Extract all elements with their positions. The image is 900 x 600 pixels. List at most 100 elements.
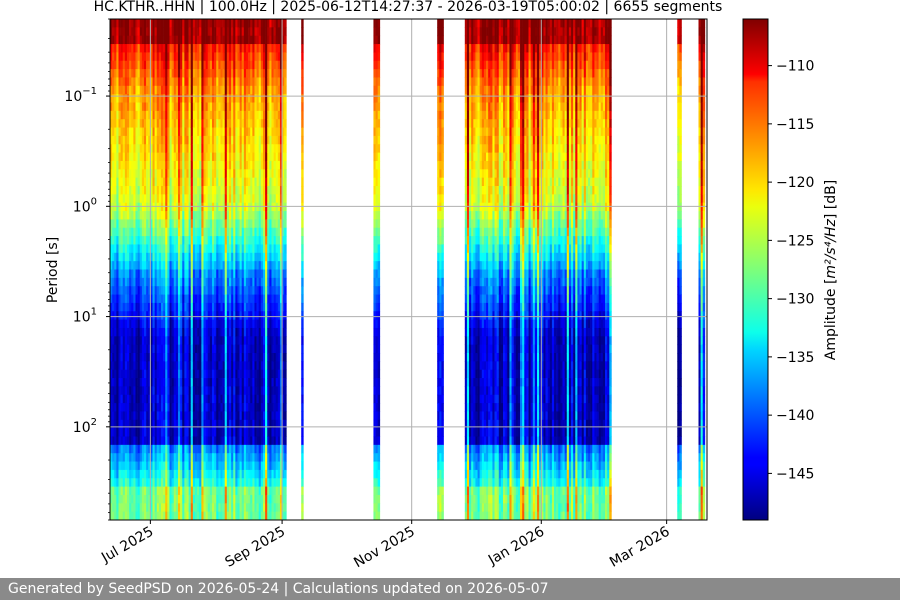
heatmap-cell [174, 161, 176, 170]
heatmap-cell [276, 194, 278, 203]
heatmap-cell [161, 119, 163, 128]
heatmap-cell [229, 228, 231, 237]
heatmap-cell [119, 86, 121, 95]
heatmap-cell [121, 111, 123, 120]
heatmap-cell [165, 470, 167, 479]
heatmap-cell [112, 462, 114, 471]
heatmap-cell [184, 119, 186, 128]
heatmap-cell [163, 386, 165, 395]
heatmap-cell [240, 378, 242, 387]
heatmap-cell [237, 136, 239, 145]
heatmap-cell [172, 211, 174, 220]
heatmap-cell [172, 361, 174, 370]
heatmap-cell [301, 128, 303, 137]
heatmap-cell [191, 136, 193, 145]
heatmap-cell [225, 203, 227, 212]
heatmap-cell [203, 462, 205, 471]
heatmap-cell [254, 278, 256, 287]
heatmap-cell [220, 178, 222, 187]
heatmap-cell [189, 361, 191, 370]
heatmap-cell [244, 495, 246, 504]
heatmap-cell [135, 219, 137, 228]
heatmap-cell [146, 244, 148, 253]
heatmap-cell [135, 253, 137, 262]
heatmap-cell [142, 219, 144, 228]
heatmap-cell [244, 244, 246, 253]
heatmap-cell [269, 303, 271, 312]
heatmap-cell [203, 270, 205, 279]
heatmap-cell [119, 228, 121, 237]
heatmap-cell [257, 503, 259, 512]
heatmap-cell [199, 186, 201, 195]
heatmap-cell [140, 52, 142, 61]
heatmap-cell [138, 119, 140, 128]
heatmap-cell [216, 437, 218, 446]
heatmap-cell [127, 219, 129, 228]
heatmap-cell [165, 386, 167, 395]
heatmap-cell [227, 378, 229, 387]
heatmap-cell [155, 495, 157, 504]
heatmap-cell [248, 478, 250, 487]
heatmap-cell [163, 411, 165, 420]
heatmap-cell [116, 94, 118, 103]
heatmap-cell [244, 119, 246, 128]
heatmap-cell [174, 261, 176, 270]
heatmap-cell [146, 403, 148, 412]
heatmap-cell [240, 370, 242, 379]
heatmap-cell [246, 119, 248, 128]
heatmap-cell [233, 77, 235, 86]
heatmap-cell [254, 428, 256, 437]
heatmap-cell [119, 44, 121, 53]
heatmap-cell [195, 236, 197, 245]
heatmap-cell [123, 437, 125, 446]
heatmap-cell [197, 136, 199, 145]
heatmap-cell [265, 103, 267, 112]
heatmap-cell [199, 512, 201, 521]
heatmap-cell [165, 128, 167, 137]
heatmap-cell [254, 194, 256, 203]
heatmap-cell [123, 19, 125, 28]
heatmap-cell [152, 119, 154, 128]
heatmap-cell [274, 119, 276, 128]
heatmap-cell [125, 295, 127, 304]
heatmap-cell [152, 395, 154, 404]
heatmap-cell [237, 128, 239, 137]
heatmap-cell [250, 186, 252, 195]
heatmap-cell [252, 178, 254, 187]
heatmap-cell [248, 270, 250, 279]
heatmap-cell [157, 228, 159, 237]
heatmap-cell [216, 111, 218, 120]
heatmap-cell [206, 153, 208, 162]
heatmap-cell [144, 453, 146, 462]
heatmap-cell [178, 395, 180, 404]
heatmap-cell [278, 453, 280, 462]
heatmap-cell [242, 386, 244, 395]
heatmap-cell [125, 437, 127, 446]
heatmap-cell [180, 437, 182, 446]
heatmap-cell [252, 161, 254, 170]
heatmap-cell [155, 144, 157, 153]
heatmap-cell [212, 44, 214, 53]
heatmap-cell [259, 219, 261, 228]
heatmap-cell [131, 345, 133, 354]
heatmap-cell [157, 19, 159, 28]
heatmap-cell [210, 86, 212, 95]
heatmap-cell [265, 261, 267, 270]
heatmap-cell [131, 19, 133, 28]
heatmap-cell [233, 345, 235, 354]
heatmap-cell [267, 219, 269, 228]
heatmap-cell [235, 19, 237, 28]
heatmap-cell [233, 61, 235, 70]
heatmap-cell [235, 286, 237, 295]
heatmap-cell [176, 353, 178, 362]
heatmap-cell [176, 278, 178, 287]
heatmap-cell [244, 236, 246, 245]
heatmap-cell [155, 487, 157, 496]
heatmap-cell [223, 453, 225, 462]
heatmap-cell [250, 94, 252, 103]
heatmap-cell [250, 44, 252, 53]
heatmap-cell [227, 136, 229, 145]
heatmap-cell [129, 94, 131, 103]
heatmap-cell [176, 386, 178, 395]
heatmap-cell [235, 144, 237, 153]
